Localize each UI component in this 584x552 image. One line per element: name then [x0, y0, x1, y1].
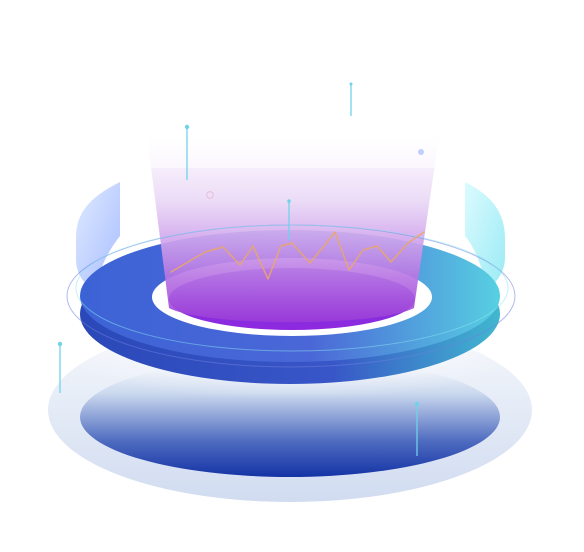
beam-top-fade — [140, 126, 446, 168]
floating-ring — [206, 191, 214, 199]
left-side-panel — [76, 182, 120, 291]
scene-group — [48, 82, 532, 502]
particle-dot — [414, 401, 420, 407]
floating-dot — [418, 149, 424, 155]
light-beam — [147, 136, 439, 323]
particle-dot — [287, 199, 291, 203]
inner-orbit-line — [75, 224, 509, 352]
trend-line — [170, 231, 425, 280]
right-side-panel — [465, 182, 505, 290]
particle-dot — [57, 341, 63, 347]
particle-dot — [184, 124, 190, 130]
particle-dot — [349, 82, 353, 86]
